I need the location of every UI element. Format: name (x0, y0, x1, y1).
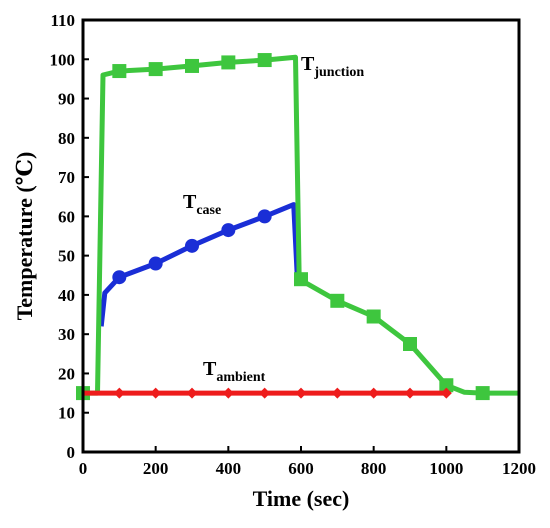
data-point-ambient (368, 387, 380, 399)
data-point-case (185, 238, 199, 253)
series-label-junction: Tjunction (301, 53, 364, 80)
data-point-junction (257, 53, 272, 68)
y-tick-label: 90 (58, 90, 75, 109)
data-point-ambient (331, 387, 343, 399)
series-label-junction-main: T (301, 53, 315, 75)
data-point-junction (366, 309, 381, 324)
y-tick-label: 30 (58, 325, 75, 344)
data-point-case (148, 256, 163, 271)
y-tick-label: 60 (58, 207, 75, 226)
data-point-ambient (404, 387, 416, 399)
data-point-junction (185, 58, 199, 73)
data-point-junction (475, 386, 490, 401)
series-case (98, 202, 300, 327)
x-tick-label: 1200 (502, 459, 536, 478)
y-axis-title: Temperature (℃) (12, 152, 37, 321)
data-point-ambient (150, 387, 162, 399)
data-point-case (257, 209, 272, 224)
series-line-case (98, 202, 300, 327)
data-point-ambient (186, 387, 198, 399)
series-line-junction (83, 54, 519, 396)
series-label-ambient-main: T (203, 358, 217, 380)
data-point-ambient (222, 387, 234, 399)
data-point-case (221, 223, 236, 238)
y-tick-label: 0 (67, 443, 76, 462)
data-point-junction (294, 272, 308, 287)
series-label-ambient-sub: ambient (216, 370, 265, 385)
data-point-junction (148, 62, 163, 77)
x-tick-label: 1000 (429, 459, 463, 478)
y-tick-label: 70 (58, 168, 75, 187)
x-tick-label: 600 (288, 459, 314, 478)
x-tick-label: 200 (143, 459, 169, 478)
y-tick-label: 50 (58, 247, 75, 266)
x-tick-label: 0 (79, 459, 88, 478)
tick-layer: 0 200 400 600 800 1000 1200 0 10 20 30 40 50 60 70 80 90… (50, 11, 537, 478)
x-tick-label: 800 (361, 459, 387, 478)
y-tick-label: 40 (58, 286, 75, 305)
data-point-junction (112, 64, 127, 79)
y-tick-label: 100 (50, 50, 76, 69)
data-point-ambient (440, 387, 452, 399)
series-label-case-main: T (183, 191, 197, 213)
x-tick-label: 400 (216, 459, 242, 478)
series-junction (76, 53, 519, 401)
series-label-junction-sub: junction (313, 65, 364, 80)
x-axis-title: Time (sec) (253, 486, 350, 511)
y-tick-label: 10 (58, 404, 75, 423)
data-point-ambient (113, 387, 125, 399)
data-point-ambient (259, 387, 271, 399)
data-point-junction (439, 378, 454, 393)
data-point-junction (403, 337, 417, 351)
series-label-case-sub: case (196, 203, 221, 218)
series-label-ambient: Tambient (203, 358, 266, 385)
y-tick-label: 80 (58, 129, 75, 148)
series-ambient (83, 387, 452, 399)
y-tick-label: 110 (50, 11, 75, 30)
series-label-case: Tcase (183, 191, 221, 218)
y-tick-label: 20 (58, 364, 75, 383)
data-point-junction (330, 293, 345, 308)
data-point-ambient (295, 387, 307, 399)
series-layer (76, 53, 519, 401)
data-point-case (112, 270, 127, 285)
data-point-junction (221, 55, 236, 70)
